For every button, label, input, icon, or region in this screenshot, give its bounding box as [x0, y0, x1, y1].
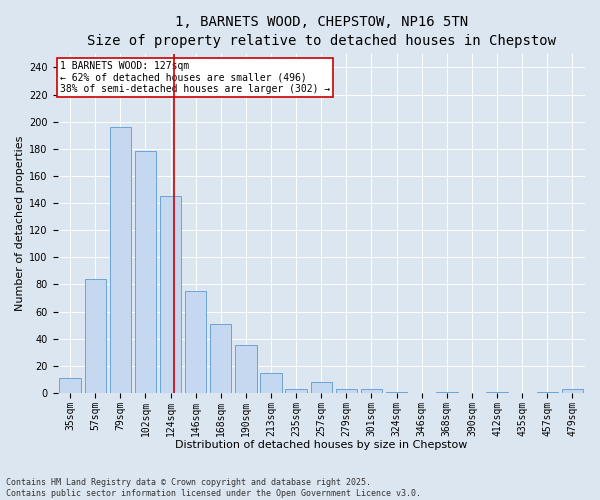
Y-axis label: Number of detached properties: Number of detached properties: [15, 136, 25, 311]
Bar: [361, 389, 382, 393]
Bar: [286, 389, 307, 393]
Bar: [487, 392, 508, 393]
Bar: [59, 378, 81, 393]
Text: 1 BARNETS WOOD: 127sqm
← 62% of detached houses are smaller (496)
38% of semi-de: 1 BARNETS WOOD: 127sqm ← 62% of detached…: [60, 60, 331, 94]
Title: 1, BARNETS WOOD, CHEPSTOW, NP16 5TN
Size of property relative to detached houses: 1, BARNETS WOOD, CHEPSTOW, NP16 5TN Size…: [87, 15, 556, 48]
Text: Contains HM Land Registry data © Crown copyright and database right 2025.
Contai: Contains HM Land Registry data © Crown c…: [6, 478, 421, 498]
Bar: [260, 372, 281, 393]
Bar: [85, 279, 106, 393]
Bar: [386, 392, 407, 393]
Bar: [160, 196, 181, 393]
Bar: [436, 392, 458, 393]
Bar: [336, 389, 357, 393]
Bar: [562, 389, 583, 393]
Bar: [210, 324, 232, 393]
X-axis label: Distribution of detached houses by size in Chepstow: Distribution of detached houses by size …: [175, 440, 467, 450]
Bar: [185, 291, 206, 393]
Bar: [135, 152, 156, 393]
Bar: [235, 346, 257, 393]
Bar: [311, 382, 332, 393]
Bar: [110, 127, 131, 393]
Bar: [536, 392, 558, 393]
